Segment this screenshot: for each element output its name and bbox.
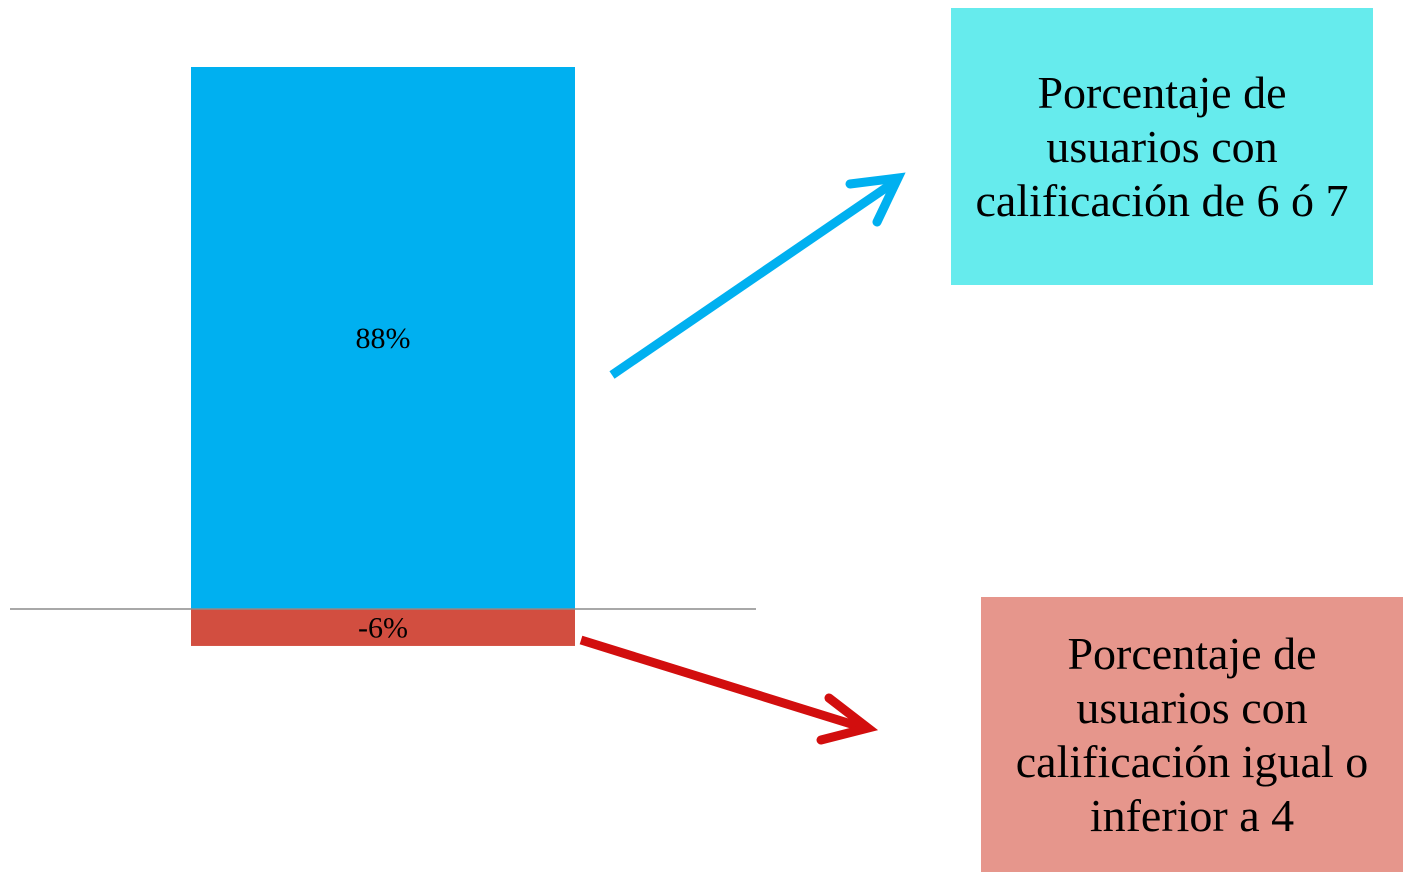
negative-callout-text: Porcentaje de usuarios con calificación … [1015, 627, 1369, 841]
positive-callout-text: Porcentaje de usuarios con calificación … [975, 66, 1349, 226]
positive-arrow-shaft [609, 179, 896, 379]
negative-arrow-shaft [579, 635, 866, 733]
data-label-positive: 88% [356, 322, 411, 355]
positive-arrowhead [845, 172, 906, 227]
bar-negative [191, 609, 575, 646]
negative-arrowhead [816, 693, 879, 745]
data-labels-layer: 88% -6% [356, 322, 411, 644]
positive-arrow [609, 172, 906, 379]
bar-positive [191, 67, 575, 609]
negative-arrow [579, 635, 879, 745]
bars-layer [191, 67, 575, 646]
negative-callout-box: Porcentaje de usuarios con calificación … [981, 597, 1403, 872]
data-label-negative: -6% [358, 611, 408, 644]
positive-callout-box: Porcentaje de usuarios con calificación … [951, 8, 1373, 285]
